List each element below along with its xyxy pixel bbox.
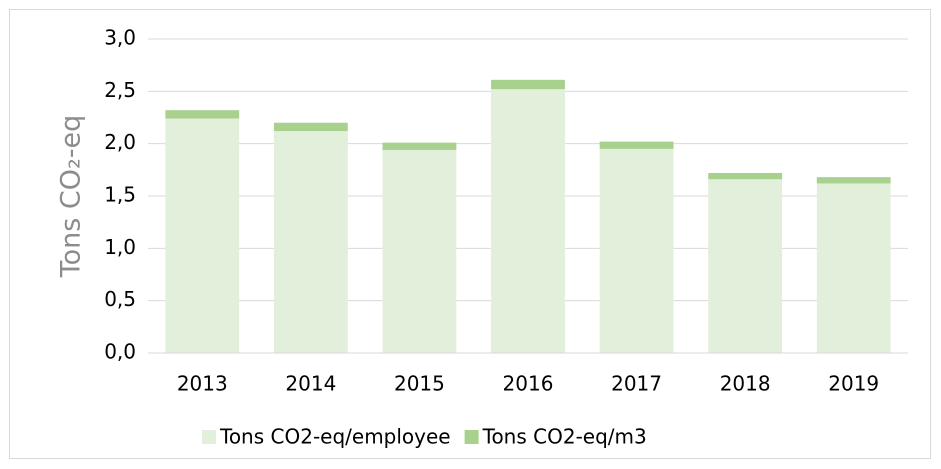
bar-segment <box>273 122 348 132</box>
bar-segment <box>708 179 783 353</box>
y-tick-label: 0,5 <box>104 287 136 311</box>
legend-swatch <box>464 430 479 444</box>
y-axis-label: Tons CO₂-eq <box>56 115 87 279</box>
bar-segment <box>816 177 891 184</box>
bar-segment <box>708 172 783 180</box>
y-tick-label: 2,5 <box>104 78 136 102</box>
bar-segment <box>599 141 674 149</box>
bar-segment <box>382 142 457 150</box>
legend-label: Tons CO2-eq/m3 <box>482 425 647 449</box>
y-tick-label: 1,5 <box>104 183 136 207</box>
x-tick-label: 2015 <box>394 372 445 396</box>
y-tick-label: 2,0 <box>104 130 136 154</box>
bar-segment <box>491 89 565 354</box>
x-tick-label: 2017 <box>611 372 662 396</box>
y-tick-label: 3,0 <box>104 26 136 50</box>
legend-swatch <box>202 430 216 444</box>
legend-label: Tons CO2-eq/employee <box>219 425 451 449</box>
x-tick-label: 2014 <box>285 372 336 396</box>
bar-segment <box>491 79 565 90</box>
y-tick-label: 1,0 <box>104 235 136 259</box>
chart-frame <box>9 9 931 459</box>
x-tick-label: 2019 <box>828 372 879 396</box>
x-tick-label: 2016 <box>503 372 554 396</box>
bar-segment <box>165 110 240 119</box>
bar-segment <box>273 131 348 353</box>
x-tick-label: 2018 <box>720 372 771 396</box>
bar-segment <box>816 183 891 353</box>
bar-segment <box>165 118 240 354</box>
y-tick-label: 0,0 <box>104 340 136 364</box>
x-tick-label: 2013 <box>177 372 228 396</box>
bar-segment <box>599 148 674 353</box>
bar-segment <box>382 149 457 353</box>
